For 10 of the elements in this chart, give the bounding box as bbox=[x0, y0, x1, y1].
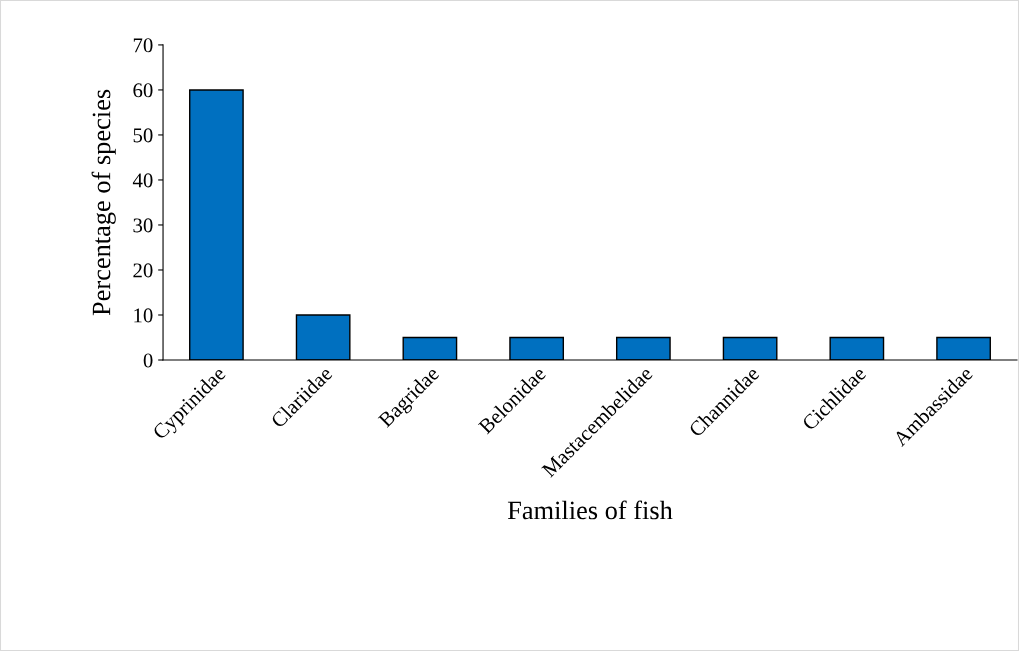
y-tick-label: 60 bbox=[133, 83, 153, 98]
x-axis-title: Families of fish bbox=[507, 500, 673, 520]
y-tick-label: 20 bbox=[133, 263, 153, 278]
y-tick-label: 10 bbox=[134, 308, 153, 323]
y-tick-label: 50 bbox=[133, 128, 153, 143]
y-axis-title: Percentage of species bbox=[91, 89, 116, 316]
y-tick-label: 40 bbox=[132, 173, 153, 188]
y-tick-label: 70 bbox=[133, 38, 153, 53]
y-tick-label: 30 bbox=[133, 218, 153, 233]
y-tick-label: 0 bbox=[143, 353, 153, 368]
